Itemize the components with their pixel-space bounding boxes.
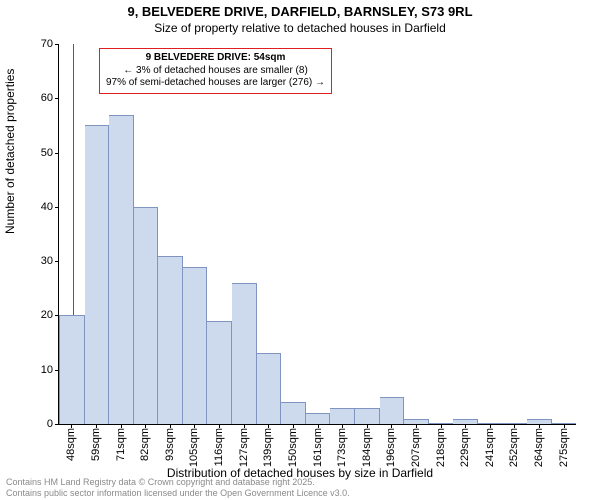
x-tick: 82sqm [139, 424, 151, 461]
chart-subtitle: Size of property relative to detached ho… [0, 21, 600, 35]
x-tick-mark [367, 424, 368, 428]
footer-line-1: Contains HM Land Registry data © Crown c… [6, 477, 350, 487]
x-tick-mark [170, 424, 171, 428]
bar [281, 402, 306, 424]
footer-line-2: Contains public sector information licen… [6, 488, 350, 498]
x-tick-mark [441, 424, 442, 428]
x-tick: 252sqm [508, 424, 520, 467]
bar [306, 413, 331, 424]
bar [183, 267, 208, 424]
x-tick-mark [514, 424, 515, 428]
x-tick: 59sqm [90, 424, 102, 461]
x-tick-mark [539, 424, 540, 428]
bar [355, 408, 380, 424]
y-tick: 40 [41, 201, 59, 213]
y-tick: 50 [41, 147, 59, 159]
bar [207, 321, 232, 424]
x-tick-mark [490, 424, 491, 428]
y-tick: 10 [41, 364, 59, 376]
x-tick-mark [318, 424, 319, 428]
y-axis-label: Number of detached properties [3, 69, 17, 234]
x-tick: 105sqm [188, 424, 200, 467]
x-tick-mark [194, 424, 195, 428]
x-tick-mark [391, 424, 392, 428]
bar [330, 408, 355, 424]
x-tick: 264sqm [533, 424, 545, 467]
x-tick: 71sqm [115, 424, 127, 461]
x-tick-mark [121, 424, 122, 428]
x-tick: 93sqm [164, 424, 176, 461]
x-tick-mark [244, 424, 245, 428]
y-tick: 60 [41, 92, 59, 104]
bar [158, 256, 183, 424]
x-tick-mark [293, 424, 294, 428]
x-tick-mark [71, 424, 72, 428]
x-tick: 139sqm [262, 424, 274, 467]
x-tick-mark [416, 424, 417, 428]
x-tick: 161sqm [312, 424, 324, 467]
y-tick: 70 [41, 38, 59, 50]
x-tick-mark [564, 424, 565, 428]
chart-title: 9, BELVEDERE DRIVE, DARFIELD, BARNSLEY, … [0, 4, 600, 21]
bar [109, 115, 134, 424]
bars-group [59, 44, 576, 424]
plot-area: 9 BELVEDERE DRIVE: 54sqm ← 3% of detache… [58, 44, 576, 425]
x-tick-mark [219, 424, 220, 428]
x-tick-mark [465, 424, 466, 428]
x-tick: 241sqm [484, 424, 496, 467]
x-tick: 150sqm [287, 424, 299, 467]
x-tick-mark [96, 424, 97, 428]
x-tick-mark [268, 424, 269, 428]
x-tick-mark [145, 424, 146, 428]
bar [59, 315, 85, 424]
x-tick: 218sqm [435, 424, 447, 467]
y-tick: 0 [47, 418, 59, 430]
x-tick: 184sqm [361, 424, 373, 467]
x-tick: 229sqm [459, 424, 471, 467]
bar [380, 397, 405, 424]
x-tick: 127sqm [238, 424, 250, 467]
y-tick: 20 [41, 309, 59, 321]
footer-attribution: Contains HM Land Registry data © Crown c… [6, 477, 350, 498]
x-tick: 207sqm [410, 424, 422, 467]
x-tick: 275sqm [558, 424, 570, 467]
x-tick: 116sqm [213, 424, 225, 466]
bar [232, 283, 257, 424]
x-tick: 196sqm [385, 424, 397, 467]
x-tick-mark [342, 424, 343, 428]
chart-container: 9, BELVEDERE DRIVE, DARFIELD, BARNSLEY, … [0, 0, 600, 500]
bar [257, 353, 282, 424]
bar [85, 125, 110, 424]
x-tick: 173sqm [336, 424, 348, 467]
y-tick: 30 [41, 255, 59, 267]
x-tick: 48sqm [65, 424, 77, 461]
bar [134, 207, 159, 424]
